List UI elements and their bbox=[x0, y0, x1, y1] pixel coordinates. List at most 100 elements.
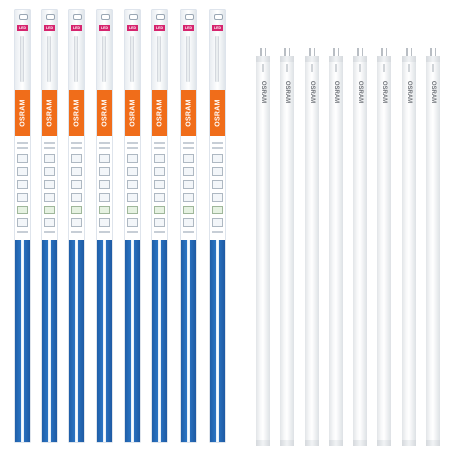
spec-block bbox=[154, 167, 165, 176]
spec-block bbox=[71, 180, 82, 189]
brand-logo: OSRAM bbox=[46, 99, 53, 127]
spec-line bbox=[154, 147, 165, 149]
spec-block bbox=[99, 154, 110, 163]
led-badge: LED bbox=[17, 25, 28, 31]
energy-label bbox=[17, 206, 28, 214]
energy-label bbox=[127, 206, 138, 214]
packaged-tube: LED OSRAM bbox=[15, 10, 30, 442]
led-tube: OSRAM bbox=[329, 48, 343, 446]
tube-window bbox=[47, 36, 51, 82]
led-tube: OSRAM bbox=[426, 48, 440, 446]
led-badge: LED bbox=[99, 25, 110, 31]
brand-band: OSRAM bbox=[97, 90, 112, 136]
tube-end-cap bbox=[402, 440, 416, 446]
spec-block bbox=[127, 193, 138, 202]
brand-band: OSRAM bbox=[42, 90, 57, 136]
tube-window bbox=[215, 36, 219, 82]
spec-block bbox=[183, 218, 194, 227]
spec-block bbox=[183, 193, 194, 202]
tube-print-mark bbox=[432, 64, 434, 72]
spec-block bbox=[212, 180, 223, 189]
brand-band: OSRAM bbox=[69, 90, 84, 136]
led-tube: OSRAM bbox=[402, 48, 416, 446]
spec-line bbox=[99, 147, 110, 149]
tube-print-mark bbox=[335, 64, 337, 72]
led-tube: OSRAM bbox=[256, 48, 270, 446]
tube-pin bbox=[434, 48, 436, 56]
package-top-window: LED bbox=[125, 10, 140, 90]
tube-pin bbox=[313, 48, 315, 56]
hang-tab bbox=[129, 14, 138, 20]
brand-logo: OSRAM bbox=[185, 99, 192, 127]
tube-end-cap bbox=[377, 56, 391, 62]
tube-print-mark bbox=[383, 64, 385, 72]
tube-window bbox=[130, 36, 134, 82]
spec-line bbox=[183, 142, 194, 144]
spec-line bbox=[127, 231, 138, 233]
spec-line bbox=[154, 231, 165, 233]
spec-block bbox=[127, 180, 138, 189]
tube-end-cap bbox=[353, 440, 367, 446]
hang-tab bbox=[73, 14, 82, 20]
spec-block bbox=[212, 218, 223, 227]
spec-block bbox=[212, 154, 223, 163]
tube-brand-logo: OSRAM bbox=[430, 80, 436, 104]
tube-end-cap bbox=[426, 56, 440, 62]
tube-end-cap bbox=[256, 440, 270, 446]
spec-panel bbox=[152, 136, 167, 240]
spec-panel bbox=[42, 136, 57, 240]
tube-brand-logo: OSRAM bbox=[406, 80, 412, 104]
spec-line bbox=[99, 231, 110, 233]
tube-window bbox=[186, 36, 190, 82]
hang-tab bbox=[101, 14, 110, 20]
energy-label bbox=[99, 206, 110, 214]
package-stripe bbox=[103, 240, 106, 442]
tube-end-cap bbox=[329, 440, 343, 446]
package-stripe bbox=[75, 240, 78, 442]
tube-pin bbox=[410, 48, 412, 56]
spec-block bbox=[212, 193, 223, 202]
tube-print-mark bbox=[286, 64, 288, 72]
package-top-window: LED bbox=[15, 10, 30, 90]
tube-brand-logo: OSRAM bbox=[309, 80, 315, 104]
tube-end-cap bbox=[377, 440, 391, 446]
spec-line bbox=[71, 147, 82, 149]
tube-end-cap bbox=[402, 56, 416, 62]
spec-block bbox=[99, 218, 110, 227]
spec-block bbox=[44, 167, 55, 176]
package-top-window: LED bbox=[152, 10, 167, 90]
spec-block bbox=[212, 167, 223, 176]
tube-window bbox=[102, 36, 106, 82]
hang-tab bbox=[156, 14, 165, 20]
energy-label bbox=[154, 206, 165, 214]
tube-end-cap bbox=[280, 440, 294, 446]
spec-block bbox=[71, 218, 82, 227]
tube-end-cap bbox=[329, 56, 343, 62]
spec-block bbox=[17, 154, 28, 163]
led-tube: OSRAM bbox=[280, 48, 294, 446]
spec-panel bbox=[15, 136, 30, 240]
spec-line bbox=[212, 147, 223, 149]
package-stripe bbox=[216, 240, 219, 442]
tube-brand-logo: OSRAM bbox=[357, 80, 363, 104]
brand-band: OSRAM bbox=[15, 90, 30, 136]
spec-block bbox=[154, 180, 165, 189]
packaged-tube: LED OSRAM bbox=[152, 10, 167, 442]
brand-logo: OSRAM bbox=[73, 99, 80, 127]
hang-tab bbox=[46, 14, 55, 20]
spec-line bbox=[17, 147, 28, 149]
package-top-window: LED bbox=[97, 10, 112, 90]
tube-print-mark bbox=[262, 64, 264, 72]
brand-band: OSRAM bbox=[210, 90, 225, 136]
brand-logo: OSRAM bbox=[19, 99, 26, 127]
spec-line bbox=[183, 231, 194, 233]
spec-block bbox=[127, 167, 138, 176]
brand-logo: OSRAM bbox=[129, 99, 136, 127]
spec-line bbox=[17, 142, 28, 144]
spec-panel bbox=[69, 136, 84, 240]
spec-line bbox=[99, 142, 110, 144]
hang-tab bbox=[19, 14, 28, 20]
spec-line bbox=[127, 147, 138, 149]
package-stripe bbox=[158, 240, 161, 442]
spec-block bbox=[154, 193, 165, 202]
